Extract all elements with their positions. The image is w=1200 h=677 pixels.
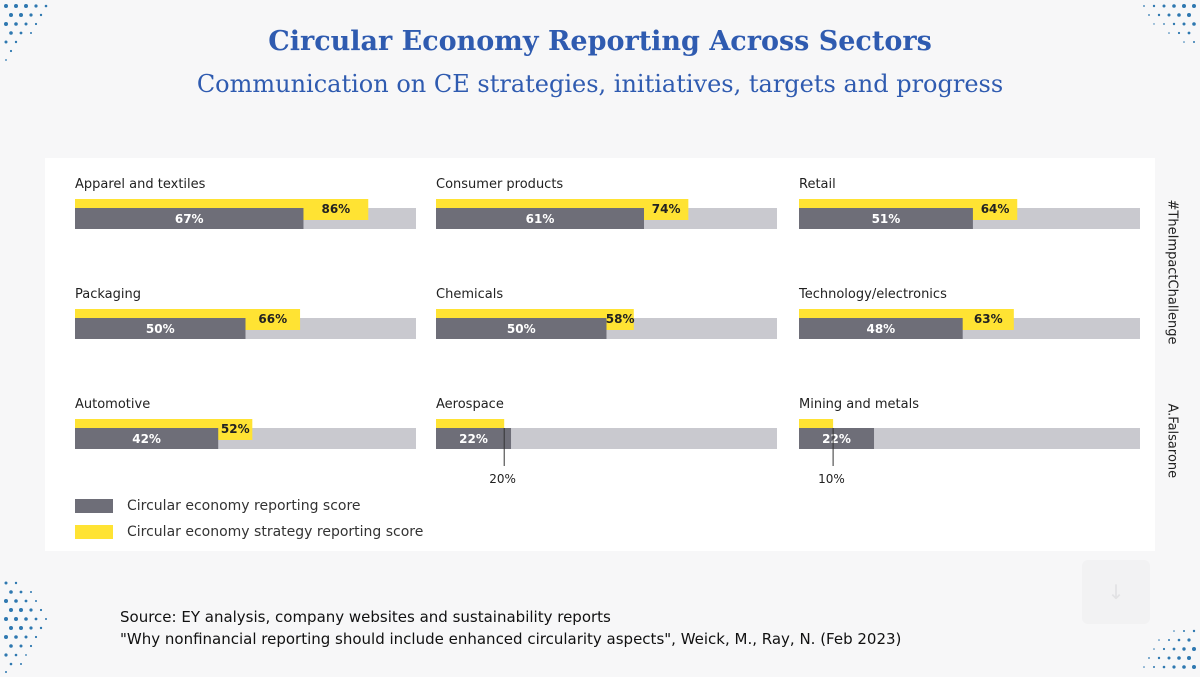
page-title: Circular Economy Reporting Across Sector… [268,26,932,57]
reporting-value-label: 22% [822,432,851,446]
sector-bar-chart: Apparel and textiles 67% 86% Consumer produ… [75,177,1140,486]
author-label: A.Falsarone [1164,403,1180,479]
category-label: Aerospace [436,397,504,412]
strategy-value-label: 66% [258,312,287,326]
category-label: Automotive [75,397,150,412]
strategy-value-label: 10% [818,472,845,486]
reporting-bar [799,208,973,229]
reporting-value-label: 42% [132,432,161,446]
strategy-value-label: 74% [652,202,681,216]
reporting-bar [75,208,304,229]
reporting-bar [436,318,607,339]
source-line-1: Source: EY analysis, company websites an… [120,608,611,626]
reporting-value-label: 48% [866,322,895,336]
category-label: Mining and metals [799,397,919,412]
scroll-down-button[interactable]: ↓ [1082,560,1150,624]
reporting-value-label: 61% [526,212,555,226]
reporting-value-label: 50% [507,322,536,336]
strategy-value-label: 58% [606,312,635,326]
legend-swatch-reporting [75,499,113,513]
strategy-value-label: 20% [489,472,516,486]
chart-panel: Apparel and textiles 67% 86% Consumer produ… [45,158,1155,551]
legend-label-reporting: Circular economy reporting score [127,498,361,514]
strategy-value-label: 52% [221,422,250,436]
dots-decoration-top-left [4,4,48,61]
strategy-value-label: 64% [981,202,1010,216]
legend-item-strategy: Circular economy strategy reporting scor… [75,522,423,542]
reporting-bar [799,428,875,449]
legend-swatch-strategy [75,525,113,539]
source-note: Source: EY analysis, company websites an… [120,606,901,650]
chevron-down-icon: ↓ [1107,580,1125,604]
category-label: Chemicals [436,287,503,302]
reporting-value-label: 22% [459,432,488,446]
strategy-value-label: 63% [974,312,1003,326]
page-subtitle: Communication on CE strategies, initiati… [196,70,1004,98]
legend-label-strategy: Circular economy strategy reporting scor… [127,524,424,540]
hashtag-label: #TheImpactChallenge [1164,199,1180,345]
reporting-bar [75,318,246,339]
reporting-bar [75,428,219,449]
category-label: Retail [799,177,836,192]
reporting-bar [799,318,963,339]
reporting-value-label: 50% [146,322,175,336]
dots-decoration-top-right [1143,4,1196,43]
bar-track [436,428,777,449]
reporting-value-label: 51% [872,212,901,226]
category-label: Apparel and textiles [75,177,206,192]
category-label: Technology/electronics [798,287,947,302]
bar-track [799,428,1140,449]
source-line-2: "Why nonfinancial reporting should inclu… [120,630,902,648]
category-label: Consumer products [436,177,563,192]
reporting-value-label: 67% [175,212,204,226]
dots-decoration-bottom-left [4,581,47,673]
category-label: Packaging [75,287,141,302]
dots-decoration-bottom-right [1143,629,1196,669]
reporting-bar [436,208,645,229]
legend-item-reporting: Circular economy reporting score [75,496,361,516]
reporting-bar [436,428,512,449]
strategy-value-label: 86% [321,202,350,216]
